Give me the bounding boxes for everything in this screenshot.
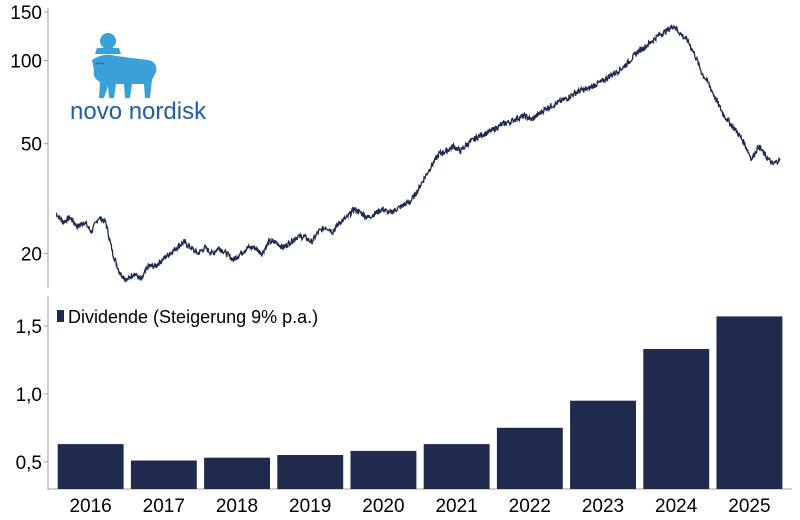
x-tick-label-2016: 2016 (69, 496, 111, 517)
dividend-bar-2016 (57, 444, 124, 489)
legend-label: Dividende (Steigerung 9% p.a.) (68, 307, 318, 327)
price-y-tick-label: 20 (21, 245, 42, 266)
dividend-y-tick-label: 1,0 (16, 385, 42, 406)
dividend-bar-2018 (204, 457, 270, 489)
price-y-tick-labels: 20 50 100 150 (10, 3, 48, 266)
dividend-bar-2021 (423, 444, 490, 489)
dividend-bar-2022 (496, 427, 563, 489)
dividend-bar-2019 (277, 455, 344, 489)
x-tick-label-2024: 2024 (655, 496, 698, 517)
x-tick-label-2017: 2017 (143, 496, 185, 517)
price-series-line (55, 24, 781, 283)
dividend-bar-2023 (570, 400, 636, 489)
x-tick-label-2021: 2021 (435, 496, 477, 517)
x-tick-label-2019: 2019 (289, 496, 331, 517)
year-tick-labels: 2016 2017 2018 2019 2020 2021 2022 2023 2024 2025 (69, 496, 770, 517)
logo-text: novo nordisk (70, 98, 207, 125)
x-tick-label-2023: 2023 (582, 496, 624, 517)
dividend-bars (57, 316, 783, 489)
x-tick-label-2022: 2022 (509, 496, 551, 517)
x-tick-label-2018: 2018 (216, 496, 258, 517)
dividend-y-tick-label: 0,5 (16, 453, 42, 474)
x-tick-label-2025: 2025 (728, 496, 770, 517)
price-y-tick-label: 100 (10, 52, 42, 73)
price-y-tick-label: 50 (21, 135, 42, 156)
novo-nordisk-logo: novo nordisk (70, 33, 207, 125)
legend-swatch (57, 310, 64, 322)
dividend-legend: Dividende (Steigerung 9% p.a.) (57, 307, 318, 327)
dividend-bar-2024 (643, 349, 710, 489)
x-tick-label-2020: 2020 (362, 496, 404, 517)
price-y-tick-label: 150 (10, 3, 42, 24)
dividend-y-tick-label: 1,5 (16, 317, 42, 338)
dividend-bar-2017 (130, 460, 197, 489)
apis-bull-icon (92, 33, 157, 98)
dividend-y-tick-labels: 0,5 1,0 1,5 (16, 317, 48, 474)
dividend-bar-2025 (716, 316, 783, 489)
dividend-bar-2020 (350, 450, 417, 489)
